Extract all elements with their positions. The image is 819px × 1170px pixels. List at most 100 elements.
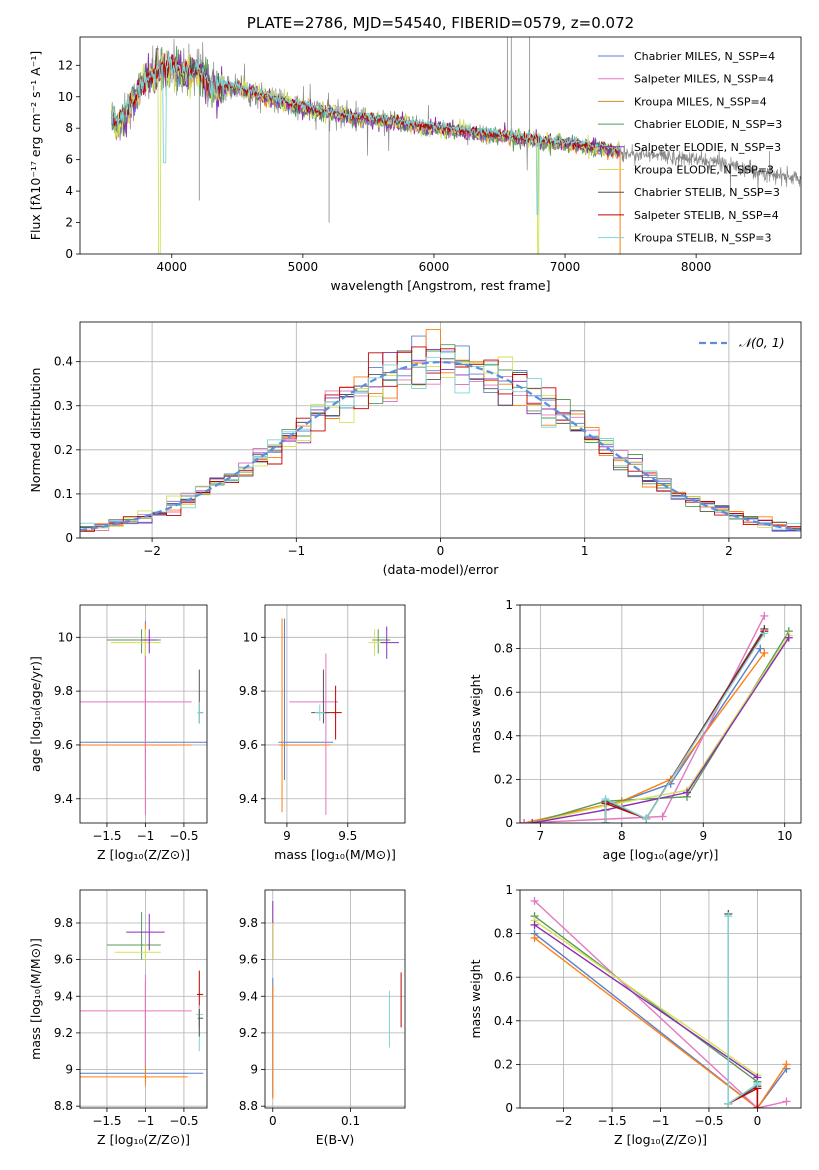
normal-curve	[80, 361, 801, 532]
mass_vs_ebv-frame: 0 0.1 8.8 9 9.2 9.4 9.6 9.8 E(B-V)	[239, 889, 406, 1147]
x-tick-label: 0	[269, 1114, 277, 1128]
age_vs_Z-grid	[80, 605, 207, 823]
y-tick-label: 0.6	[494, 685, 513, 699]
weight-line-kroupa_stelib	[604, 632, 765, 823]
mass_vs_ebv-plot-area	[272, 900, 402, 1099]
weight-line-orange	[523, 652, 765, 823]
y-tick-label: 10	[58, 90, 73, 104]
spectrum-ylabel: Flux [fλ10⁻¹⁷ erg cm⁻² s⁻¹ A⁻¹]	[28, 51, 43, 240]
y-tick-label: 0.2	[494, 772, 513, 786]
y-tick-label: 9.4	[54, 792, 73, 806]
weight-marker	[784, 633, 793, 642]
x-tick-label: 9.5	[338, 829, 357, 843]
y-tick-label: 9.2	[54, 1026, 73, 1040]
y-tick-label: 4	[65, 184, 73, 198]
y-tick-label: 8.8	[54, 1099, 73, 1113]
x-tick-label: −1.5	[92, 829, 121, 843]
weight-marker	[760, 648, 769, 657]
residuals-plot-area	[80, 329, 801, 538]
y-tick-label: 10	[243, 630, 258, 644]
age_vs_mass-xlabel: mass [log₁₀(M/M⊙)]	[274, 847, 396, 862]
age_vs_Z-ylabel: age [log₁₀(age/yr)]	[28, 656, 43, 772]
weight-line-salpeter_elodie	[534, 924, 758, 1079]
errorbar-point	[106, 911, 161, 960]
x-tick-label: −1.5	[92, 1114, 121, 1128]
weight-marker	[782, 1060, 791, 1069]
x-tick-label: −1	[652, 1114, 670, 1128]
weight-marker	[530, 920, 539, 929]
x-tick-label: −0.5	[694, 1114, 723, 1128]
model-line-kroupa_stelib	[111, 51, 621, 216]
errorbar-point	[80, 974, 192, 1066]
weight-line-chabrier_elodie	[532, 630, 790, 823]
x-tick-label: 0	[437, 544, 445, 558]
y-tick-label: 0.4	[54, 355, 73, 369]
y-tick-label: 0.4	[494, 1014, 513, 1028]
mass_vs_Z-panel: −1.5 −1 −0.5 8.8 9 9.2 9.4 9.6 9.8 Z [log₁₀(Z/Z⊙)…	[28, 889, 208, 1147]
y-tick-label: 9.6	[239, 738, 258, 752]
x-tick-label: −0.5	[169, 829, 198, 843]
mass_vs_Z-xlabel: Z [log₁₀(Z/Z⊙)]	[97, 1132, 190, 1147]
errorbar-point	[278, 618, 331, 813]
weight_vs_age-panel: 7 8 9 10 0 0.2 0.4 0.6 0.8 1 age [log₁₀(age/yr)] ma…	[468, 598, 802, 862]
y-tick-label: 1	[505, 883, 513, 897]
mass_vs_Z-axes-frame	[79, 889, 208, 1109]
y-tick-label: 9.6	[239, 953, 258, 967]
legend-label-normal: 𝒩(0, 1)	[739, 335, 785, 350]
spectrum-legend: Chabrier MILES, N_SSP=4 Salpeter MILES, N…	[598, 50, 782, 245]
legend-label: Kroupa STELIB, N_SSP=3	[634, 232, 772, 245]
y-tick-label: 9.8	[239, 684, 258, 698]
errorbar-point	[80, 981, 204, 1083]
mass_vs_ebv-grid	[265, 890, 405, 1108]
weight_vs_age-xlabel: age [log₁₀(age/yr)]	[603, 847, 719, 862]
errorbar-point	[126, 913, 165, 951]
weight-line-chabrier_miles	[534, 933, 788, 1108]
y-tick-label: 0.8	[494, 642, 513, 656]
legend-label: Salpeter MILES, N_SSP=4	[634, 73, 774, 86]
spectrum-frame: 4000 5000 6000 7000 8000 0 2 4 6 8 10 12 wavelength …	[28, 14, 802, 293]
errorbar-point	[80, 623, 192, 813]
errorbar-point	[197, 701, 204, 724]
y-tick-label: 8	[65, 121, 73, 135]
y-tick-label: 1	[505, 598, 513, 612]
age_vs_Z-axes-frame	[79, 604, 208, 824]
x-tick-label: 5000	[288, 260, 319, 274]
x-tick-label: −2	[555, 1114, 573, 1128]
x-tick-label: 7	[537, 829, 545, 843]
x-tick-label: 10	[777, 829, 792, 843]
age_vs_mass-axes-frame	[264, 604, 406, 824]
y-tick-label: 9.6	[54, 738, 73, 752]
mass_vs_ebv-panel: 0 0.1 8.8 9 9.2 9.4 9.6 9.8 E(B-V)	[239, 889, 406, 1147]
y-tick-label: 0	[65, 531, 73, 545]
y-tick-label: 9.8	[239, 916, 258, 930]
errorbar-point	[380, 626, 399, 659]
y-tick-label: 0	[65, 247, 73, 261]
y-tick-label: 2	[65, 216, 73, 230]
x-tick-label: −1.5	[597, 1114, 626, 1128]
y-tick-label: 9.8	[54, 916, 73, 930]
mass_vs_Z-frame: −1.5 −1 −0.5 8.8 9 9.2 9.4 9.6 9.8 Z [log₁₀(Z/Z⊙)…	[28, 889, 208, 1147]
residuals-ylabel: Normed distribution	[28, 368, 43, 493]
weight-marker	[724, 912, 733, 921]
weight_vs_age-axes-frame	[519, 604, 802, 824]
weight-marker	[617, 797, 626, 806]
y-tick-label: 9.4	[239, 989, 258, 1003]
errorbar-point	[278, 618, 334, 780]
weight-marker	[601, 819, 610, 823]
weight-marker	[724, 1099, 733, 1108]
errorbar-point	[106, 629, 161, 654]
weight_vs_age-plot-area	[520, 611, 793, 823]
weight_vs_Z-frame: −2 −1.5 −1 −0.5 0 0 0.2 0.4 0.6 0.8 1 Z [log₁₀(Z/Z⊙…	[468, 883, 802, 1147]
y-tick-label: 0.4	[494, 729, 513, 743]
weight-line-salpeter_elodie	[532, 637, 790, 823]
legend-label: Chabrier ELODIE, N_SSP=3	[634, 118, 782, 131]
errorbar-point	[110, 629, 161, 657]
weight-marker	[760, 611, 769, 620]
x-tick-label: 0.1	[341, 1114, 360, 1128]
weight-marker	[642, 814, 651, 823]
weight_vs_age-frame: 7 8 9 10 0 0.2 0.4 0.6 0.8 1 age [log₁₀(age/yr)] ma…	[468, 598, 802, 862]
x-tick-label: 9	[699, 829, 707, 843]
weight-marker	[753, 1104, 762, 1108]
weight-marker	[658, 812, 667, 821]
weight_vs_Z-plot-area	[530, 896, 791, 1108]
